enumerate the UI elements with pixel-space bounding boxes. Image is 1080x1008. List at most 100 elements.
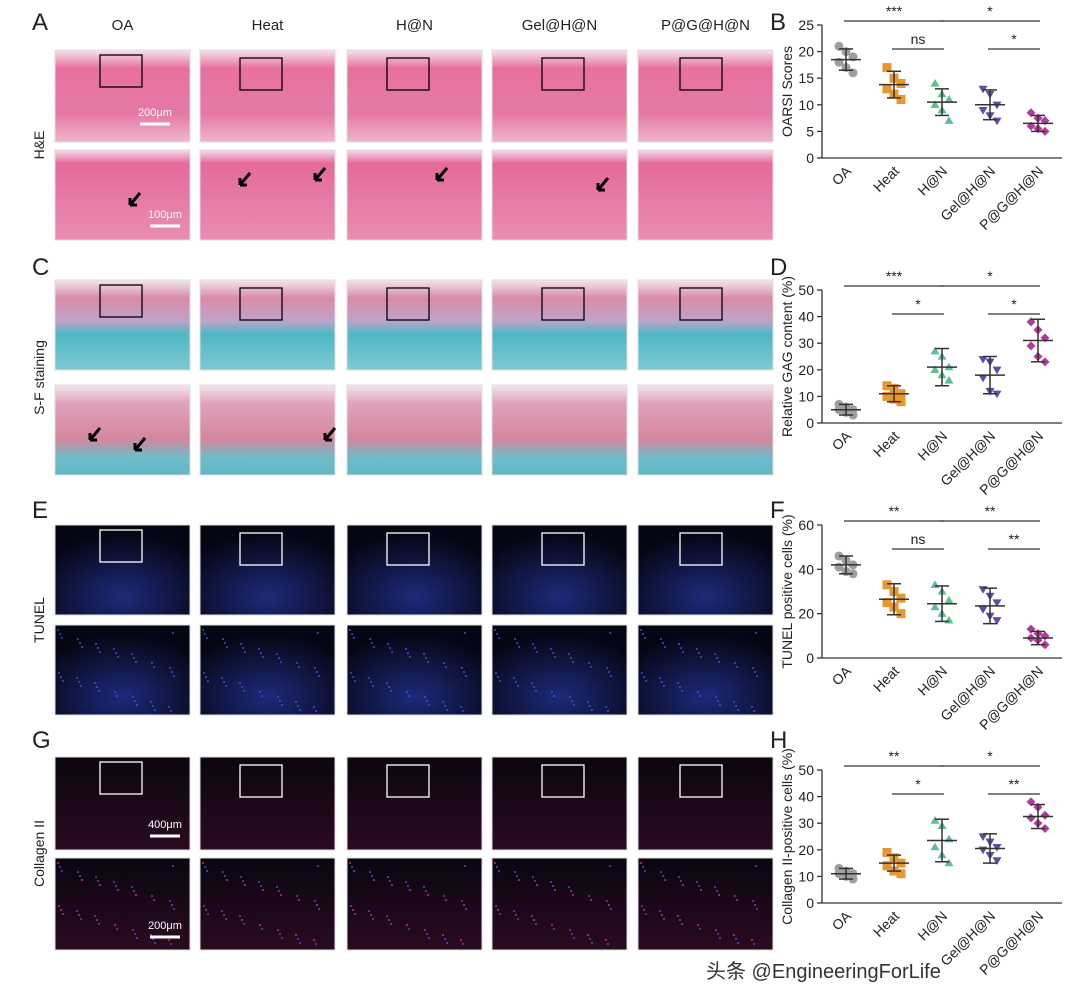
cell-dot	[262, 656, 264, 658]
data-point	[992, 366, 1002, 375]
significance-label: *	[1011, 31, 1017, 47]
scale-bar-label: 400μm	[148, 819, 182, 831]
cell-dot	[606, 900, 608, 902]
cell-dot	[372, 918, 374, 920]
data-point	[1026, 341, 1036, 351]
cell-dot	[645, 913, 647, 915]
image-panel	[637, 857, 774, 951]
data-point	[992, 117, 1002, 126]
cell-dot	[445, 899, 447, 901]
cell-dot	[406, 924, 408, 926]
significance-label: *	[915, 776, 921, 792]
cell-dot	[494, 862, 496, 864]
zoom-box	[541, 532, 585, 566]
cell-dot	[533, 686, 535, 688]
row-label: Collagen II	[31, 820, 47, 887]
y-tick-label: 40	[798, 309, 814, 325]
cell-dot	[680, 647, 682, 649]
cell-dot	[353, 637, 355, 639]
zoom-box	[239, 532, 283, 566]
data-point	[930, 602, 940, 611]
cell-dot	[427, 894, 429, 896]
cell-dot	[569, 929, 571, 931]
x-tick-label: OA	[828, 907, 854, 933]
image-panel	[346, 49, 483, 143]
x-tick-label: H@N	[914, 663, 950, 699]
cell-dot	[136, 937, 138, 939]
cell-dot	[461, 900, 463, 902]
image-panel	[199, 49, 336, 143]
cell-dot	[352, 909, 354, 911]
cell-dot	[151, 895, 153, 897]
cell-dot	[407, 885, 409, 887]
image-panel	[346, 279, 483, 371]
cell-dot	[314, 667, 316, 669]
cell-dot	[317, 632, 319, 634]
cell-dot	[135, 661, 137, 663]
cell-dot	[442, 934, 444, 936]
cell-dot	[259, 691, 261, 693]
cell-dot	[678, 876, 680, 878]
y-axis-label: Collagen II-positive cells (%)	[779, 748, 795, 925]
cell-dot	[554, 889, 556, 891]
x-tick-label: H@N	[914, 428, 950, 464]
cell-dot	[95, 876, 97, 878]
cell-dot	[590, 666, 592, 668]
image-panel	[637, 756, 774, 851]
cell-dot	[225, 685, 227, 687]
cell-dot	[368, 910, 370, 912]
cell-dot	[591, 942, 593, 944]
cell-dot	[518, 646, 520, 648]
zoom-box	[541, 287, 585, 321]
cell-dot	[276, 886, 278, 888]
cell-dot	[698, 885, 700, 887]
cell-dot	[261, 928, 263, 930]
cell-dot	[663, 918, 665, 920]
data-point	[1026, 813, 1036, 823]
cell-dot	[752, 900, 754, 902]
cell-dot	[117, 656, 119, 658]
cell-dot	[315, 710, 317, 712]
cell-dot	[405, 881, 407, 883]
cell-dot	[514, 871, 516, 873]
cell-dot	[349, 862, 351, 864]
image-panel	[491, 49, 628, 143]
cell-dot	[76, 677, 78, 679]
cell-dot	[57, 862, 59, 864]
y-tick-label: 20	[798, 44, 814, 60]
arrow	[238, 172, 252, 187]
cell-dot	[242, 880, 244, 882]
cell-dot	[700, 889, 702, 891]
image-panel	[491, 279, 628, 371]
cell-dot	[280, 894, 282, 896]
data-point	[896, 79, 906, 89]
significance-label: ***	[886, 3, 903, 19]
cell-dot	[372, 685, 374, 687]
cell-dot	[572, 894, 574, 896]
cell-dot	[58, 672, 60, 674]
significance-label: **	[985, 503, 996, 519]
zoom-box	[239, 764, 283, 798]
cell-dot	[640, 862, 642, 864]
cell-dot	[77, 638, 79, 640]
cell-dot	[494, 629, 496, 631]
cell-dot	[81, 646, 83, 648]
x-tick-label: OA	[828, 162, 854, 188]
cell-dot	[297, 705, 299, 707]
cell-dot	[153, 899, 155, 901]
cell-dot	[609, 632, 611, 634]
cell-dot	[446, 709, 448, 711]
cell-dot	[717, 700, 719, 702]
cell-dot	[442, 701, 444, 703]
cell-dot	[207, 913, 209, 915]
cell-dot	[591, 709, 593, 711]
cell-dot	[316, 671, 318, 673]
cell-dot	[298, 899, 300, 901]
y-tick-label: 20	[798, 606, 814, 622]
cell-dot	[587, 701, 589, 703]
panel-letter: A	[32, 9, 48, 36]
cell-dot	[259, 924, 261, 926]
image-panel	[54, 49, 191, 143]
cell-dot	[387, 876, 389, 878]
cell-dot	[531, 682, 533, 684]
